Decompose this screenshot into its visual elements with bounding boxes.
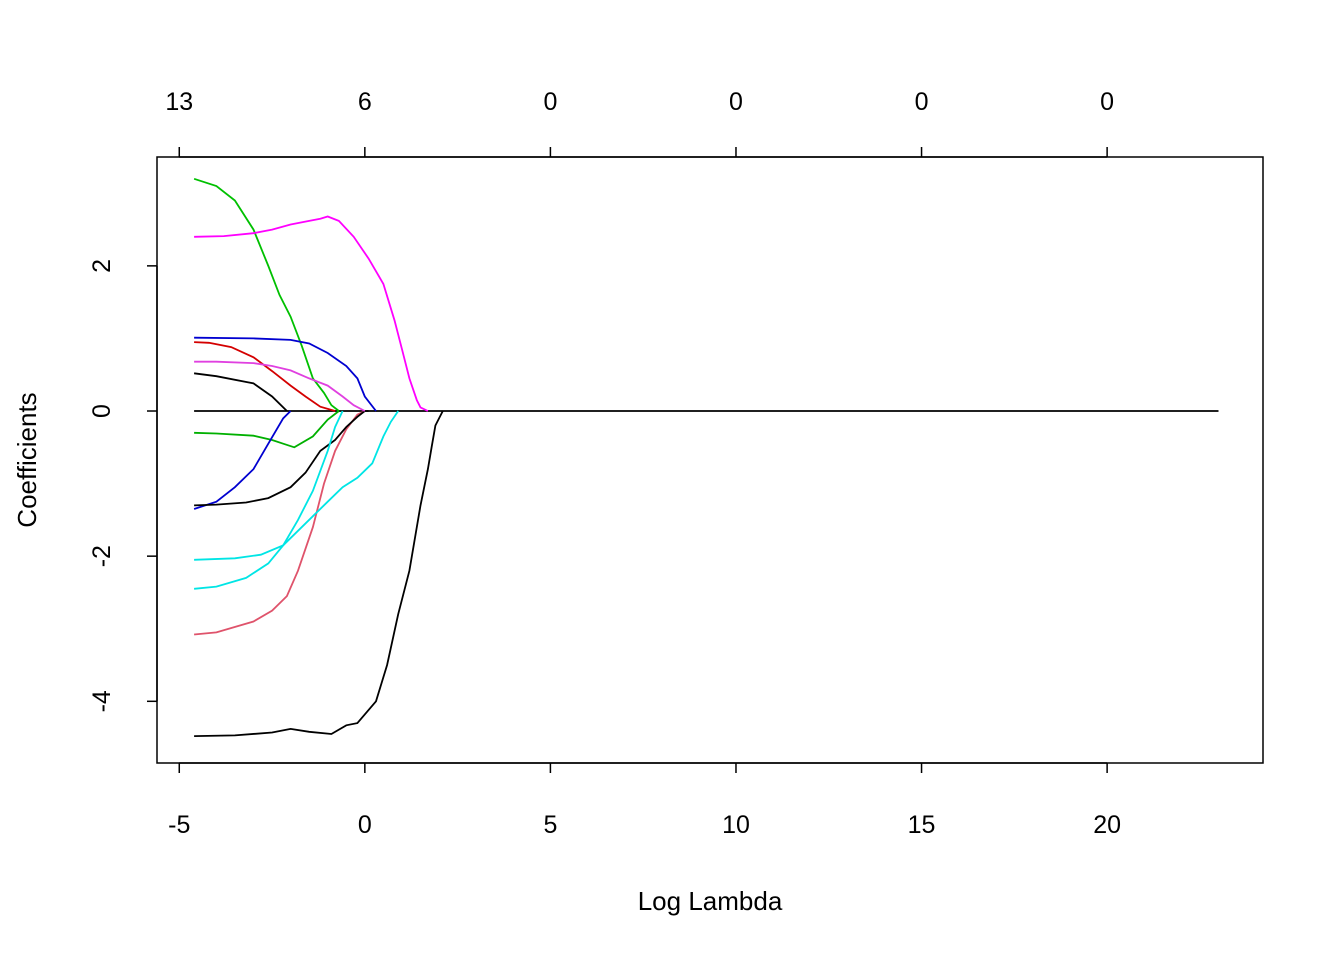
series-line-7	[194, 336, 377, 412]
top-tick-label-3: 0	[729, 88, 743, 116]
series-line-10	[193, 372, 288, 412]
series-line-13	[194, 215, 429, 412]
y-tick-label-1: -2	[88, 545, 116, 567]
series-layer	[193, 177, 1219, 737]
x-tick-label-5: 20	[1093, 811, 1121, 839]
top-tick-label-2: 0	[543, 88, 557, 116]
series-line-12	[194, 410, 344, 590]
y-tick-label-0: -4	[88, 690, 116, 712]
series-line-5	[193, 177, 340, 412]
y-tick-label-3: 2	[88, 259, 116, 273]
series-line-8	[193, 410, 292, 510]
x-tick-label-0: -5	[168, 811, 190, 839]
x-tick-label-4: 15	[908, 811, 936, 839]
axis-layer: -5 0 5 10 15 20 13 6 0 0 0 0 -4 -2 0 2	[88, 88, 1121, 839]
series-line-3	[194, 410, 366, 636]
top-tick-label-4: 0	[915, 88, 929, 116]
series-line-9	[194, 410, 369, 507]
series-line-6	[194, 410, 340, 449]
series-line-14	[194, 360, 366, 412]
x-axis-title: Log Lambda	[638, 886, 783, 916]
plot-box	[156, 156, 1264, 764]
top-tick-label-1: 6	[358, 88, 372, 116]
series-line-2	[194, 410, 444, 737]
series-line-4	[194, 341, 336, 412]
x-tick-label-2: 5	[543, 811, 557, 839]
series-line-11	[194, 410, 399, 561]
top-tick-label-5: 0	[1100, 88, 1114, 116]
top-tick-label-0: 13	[165, 88, 193, 116]
x-tick-label-1: 0	[358, 811, 372, 839]
x-tick-label-3: 10	[722, 811, 750, 839]
y-axis-title: Coefficients	[12, 392, 42, 527]
y-tick-label-2: 0	[88, 404, 116, 418]
